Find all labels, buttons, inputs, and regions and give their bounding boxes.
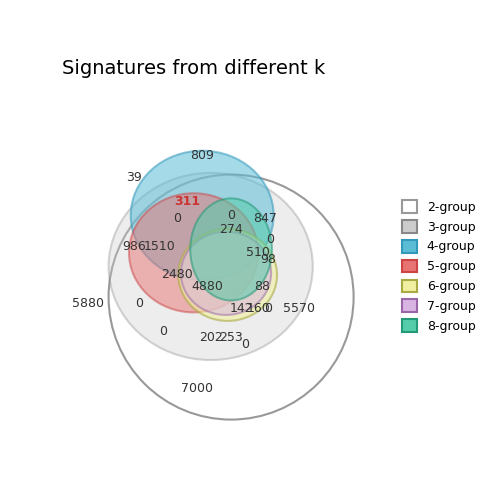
- Text: 274: 274: [219, 222, 243, 235]
- Text: 2480: 2480: [161, 269, 193, 281]
- Text: 142: 142: [229, 302, 253, 316]
- Text: 1510: 1510: [144, 239, 175, 253]
- Ellipse shape: [181, 231, 271, 315]
- Text: 0: 0: [135, 297, 143, 310]
- Text: 0: 0: [266, 233, 274, 246]
- Text: 202: 202: [199, 332, 223, 344]
- Text: 88: 88: [254, 280, 270, 293]
- Text: 0: 0: [173, 212, 180, 225]
- Text: 7000: 7000: [181, 383, 213, 396]
- Text: 0: 0: [227, 209, 235, 222]
- Text: 847: 847: [253, 212, 277, 225]
- Text: 39: 39: [126, 171, 142, 184]
- Text: 510: 510: [246, 246, 270, 260]
- Legend: 2-group, 3-group, 4-group, 5-group, 6-group, 7-group, 8-group: 2-group, 3-group, 4-group, 5-group, 6-gr…: [397, 195, 480, 338]
- Title: Signatures from different k: Signatures from different k: [62, 59, 325, 78]
- Text: 160: 160: [246, 302, 270, 316]
- Ellipse shape: [129, 193, 259, 312]
- Text: 809: 809: [190, 149, 214, 162]
- Text: 986: 986: [122, 239, 146, 253]
- Text: 253: 253: [219, 332, 243, 344]
- Text: 311: 311: [174, 195, 200, 208]
- Ellipse shape: [190, 199, 272, 300]
- Text: 5880: 5880: [72, 297, 104, 310]
- Text: 0: 0: [265, 302, 273, 316]
- Text: 0: 0: [241, 338, 248, 351]
- Text: 98: 98: [261, 253, 277, 266]
- Text: 0: 0: [159, 325, 167, 338]
- Text: 4880: 4880: [192, 280, 223, 293]
- Ellipse shape: [131, 151, 274, 280]
- Ellipse shape: [108, 173, 313, 360]
- Ellipse shape: [178, 229, 277, 321]
- Text: 5570: 5570: [283, 302, 315, 316]
